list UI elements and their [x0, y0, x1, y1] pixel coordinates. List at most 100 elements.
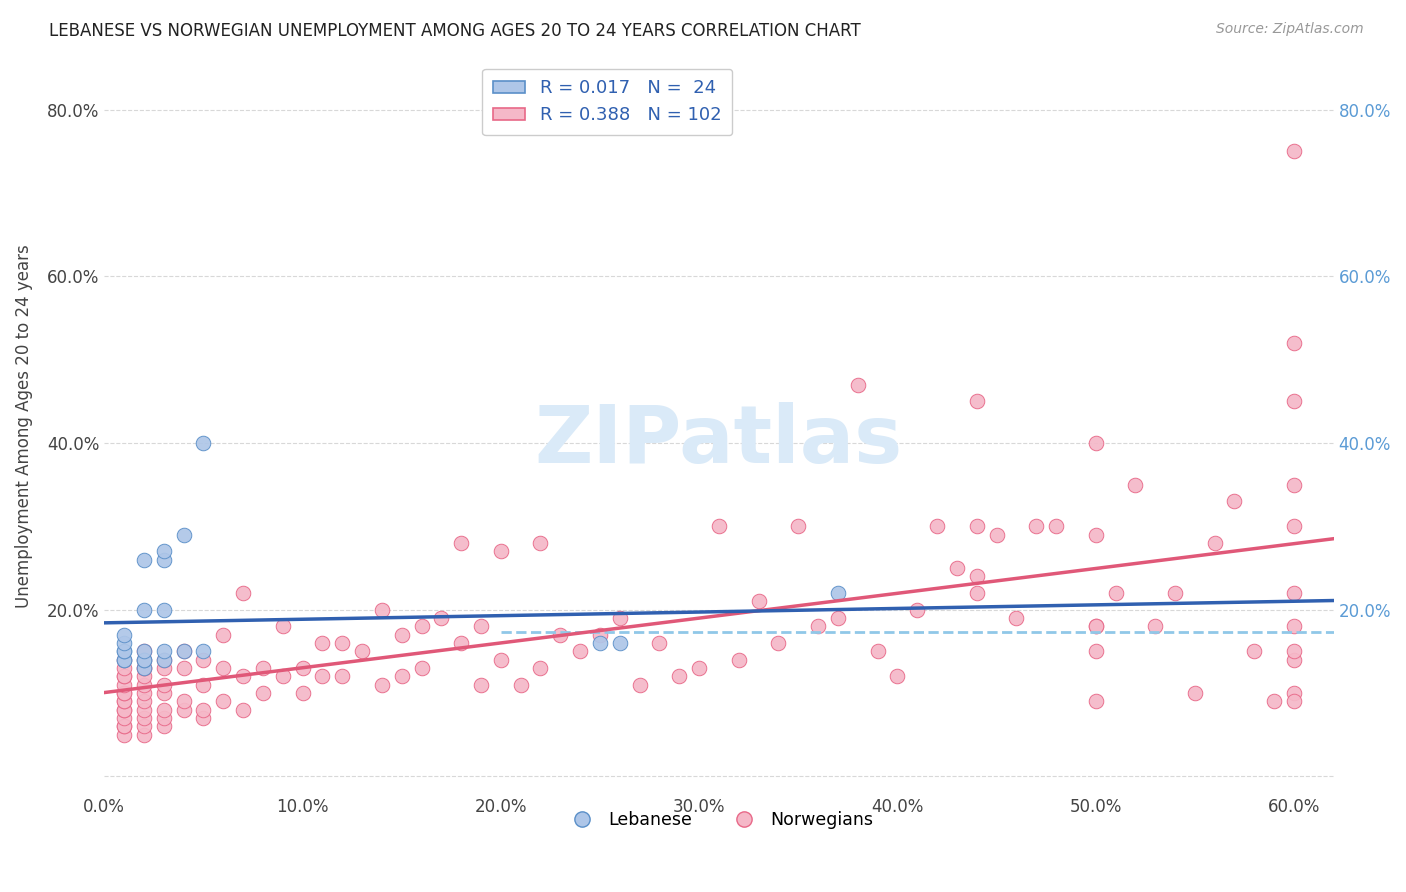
Point: [489, 544, 512, 558]
Point: [152, 703, 174, 717]
Point: [470, 678, 492, 692]
Point: [132, 661, 155, 675]
Point: [966, 394, 988, 409]
Point: [112, 686, 135, 700]
Point: [489, 653, 512, 667]
Point: [112, 669, 135, 683]
Point: [905, 602, 928, 616]
Point: [470, 619, 492, 633]
Point: [232, 586, 254, 600]
Point: [112, 719, 135, 733]
Point: [173, 703, 195, 717]
Point: [1164, 586, 1187, 600]
Legend: Lebanese, Norwegians: Lebanese, Norwegians: [558, 804, 880, 836]
Point: [668, 669, 690, 683]
Point: [311, 669, 333, 683]
Point: [569, 644, 592, 658]
Point: [112, 653, 135, 667]
Point: [152, 711, 174, 725]
Point: [152, 544, 174, 558]
Point: [827, 586, 849, 600]
Point: [509, 678, 531, 692]
Point: [787, 519, 810, 533]
Point: [1104, 586, 1126, 600]
Point: [132, 653, 155, 667]
Point: [112, 644, 135, 658]
Point: [193, 653, 215, 667]
Point: [330, 636, 353, 650]
Point: [152, 653, 174, 667]
Point: [827, 611, 849, 625]
Point: [411, 661, 433, 675]
Point: [132, 644, 155, 658]
Point: [152, 552, 174, 566]
Point: [430, 611, 453, 625]
Point: [1084, 619, 1107, 633]
Point: [966, 586, 988, 600]
Point: [112, 653, 135, 667]
Point: [271, 619, 294, 633]
Point: [391, 669, 413, 683]
Point: [232, 703, 254, 717]
Point: [112, 669, 135, 683]
Point: [1282, 619, 1305, 633]
Point: [271, 669, 294, 683]
Point: [193, 711, 215, 725]
Point: [1084, 436, 1107, 450]
Y-axis label: Unemployment Among Ages 20 to 24 years: Unemployment Among Ages 20 to 24 years: [15, 244, 32, 608]
Point: [173, 694, 195, 708]
Point: [152, 653, 174, 667]
Point: [132, 728, 155, 742]
Point: [966, 519, 988, 533]
Point: [252, 686, 274, 700]
Point: [291, 686, 314, 700]
Point: [112, 703, 135, 717]
Point: [173, 527, 195, 541]
Point: [628, 678, 651, 692]
Point: [193, 436, 215, 450]
Point: [132, 602, 155, 616]
Point: [193, 703, 215, 717]
Point: [112, 694, 135, 708]
Point: [1282, 686, 1305, 700]
Point: [1263, 694, 1285, 708]
Point: [1005, 611, 1028, 625]
Point: [1282, 477, 1305, 491]
Point: [1084, 619, 1107, 633]
Point: [152, 661, 174, 675]
Point: [132, 694, 155, 708]
Point: [866, 644, 889, 658]
Point: [391, 627, 413, 641]
Text: Source: ZipAtlas.com: Source: ZipAtlas.com: [1216, 22, 1364, 37]
Point: [232, 669, 254, 683]
Point: [986, 527, 1008, 541]
Point: [212, 694, 235, 708]
Point: [946, 561, 969, 575]
Point: [152, 678, 174, 692]
Point: [330, 669, 353, 683]
Point: [132, 661, 155, 675]
Point: [1045, 519, 1067, 533]
Point: [1282, 653, 1305, 667]
Point: [966, 569, 988, 583]
Point: [252, 661, 274, 675]
Point: [132, 686, 155, 700]
Point: [768, 636, 790, 650]
Point: [1282, 694, 1305, 708]
Point: [1025, 519, 1047, 533]
Point: [132, 703, 155, 717]
Point: [132, 669, 155, 683]
Point: [112, 694, 135, 708]
Point: [152, 602, 174, 616]
Point: [529, 536, 551, 550]
Point: [112, 728, 135, 742]
Point: [1184, 686, 1206, 700]
Text: LEBANESE VS NORWEGIAN UNEMPLOYMENT AMONG AGES 20 TO 24 YEARS CORRELATION CHART: LEBANESE VS NORWEGIAN UNEMPLOYMENT AMONG…: [49, 22, 860, 40]
Point: [550, 627, 572, 641]
Point: [112, 636, 135, 650]
Point: [450, 536, 472, 550]
Point: [1125, 477, 1147, 491]
Point: [648, 636, 671, 650]
Point: [748, 594, 770, 608]
Point: [1282, 145, 1305, 159]
